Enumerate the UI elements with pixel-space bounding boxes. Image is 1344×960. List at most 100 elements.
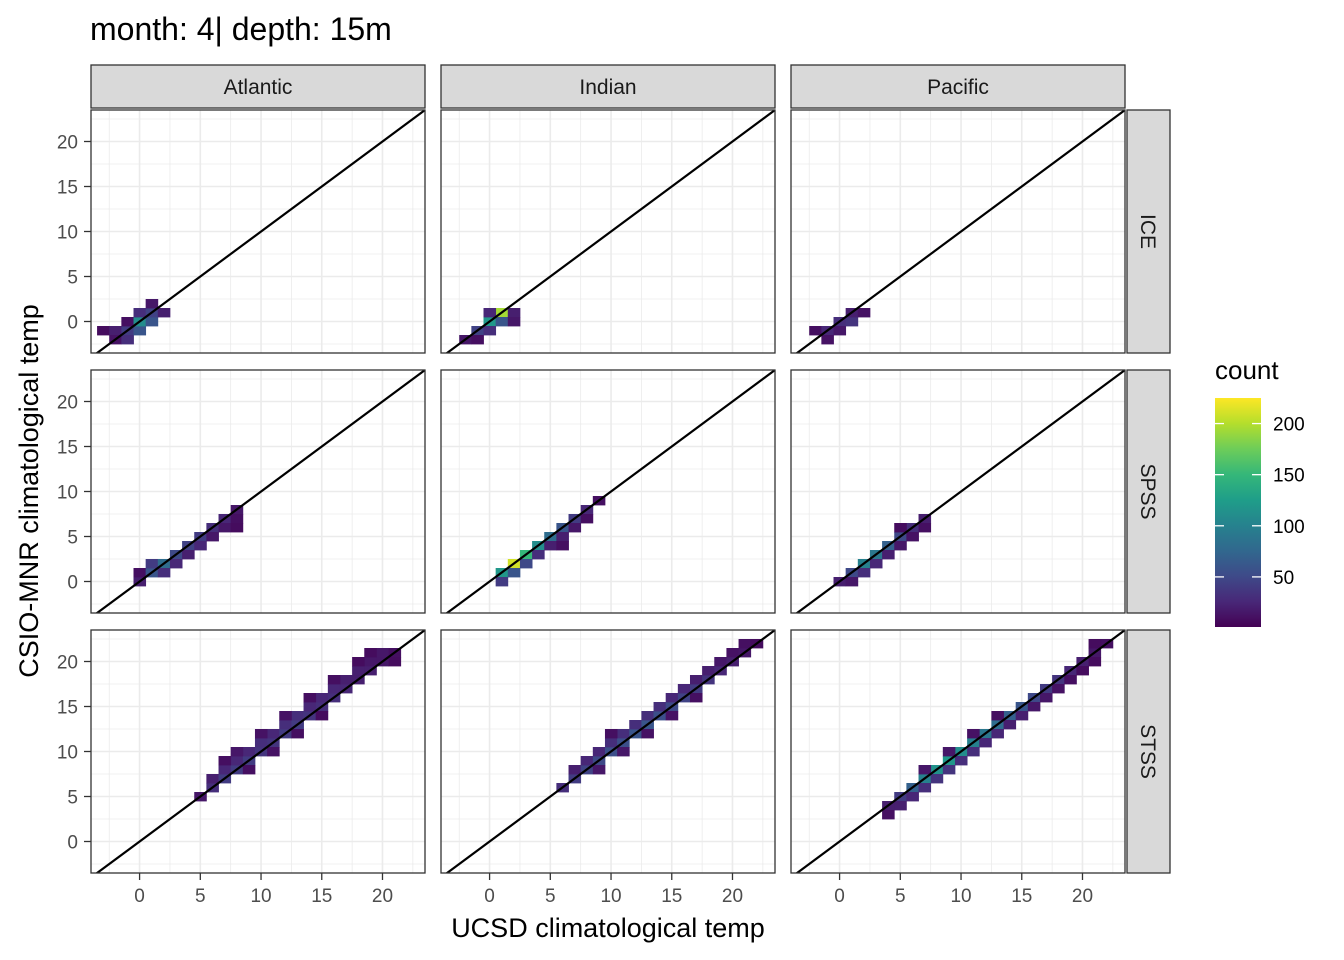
heatmap-cell	[254, 729, 268, 739]
panel-pacific-stss	[790, 629, 1126, 874]
heatmap-cell	[821, 335, 834, 345]
x-tick-label: 5	[895, 886, 906, 907]
heatmap-cell	[1027, 702, 1041, 712]
heatmap-cell	[918, 783, 932, 793]
heatmap-cell	[121, 317, 134, 327]
heatmap-cell	[677, 684, 691, 694]
heatmap-cell	[507, 317, 521, 327]
strip-label-atlantic: Atlantic	[224, 76, 293, 99]
heatmap-cell	[145, 559, 159, 569]
heatmap-cell	[882, 810, 895, 820]
heatmap-cell	[979, 738, 992, 748]
heatmap-cell	[1052, 684, 1065, 694]
heatmap-cell	[617, 747, 630, 757]
heatmap-cell	[906, 792, 919, 802]
heatmap-cell	[267, 729, 280, 739]
heatmap-cell	[495, 577, 509, 587]
heatmap-cell	[218, 523, 232, 533]
heatmap-cell	[327, 684, 341, 694]
heatmap-cell	[145, 299, 159, 309]
heatmap-cell	[327, 675, 341, 685]
heatmap-cell	[689, 675, 703, 685]
heatmap-cell	[604, 729, 618, 739]
heatmap-cell	[869, 559, 883, 569]
strip-ice: ICE	[1126, 109, 1171, 354]
x-tick-label: 10	[250, 886, 271, 907]
x-tick-label: 10	[950, 886, 971, 907]
strip-background	[1126, 629, 1171, 874]
heatmap-cell	[665, 693, 679, 703]
strip-label-spss: SPSS	[1136, 463, 1159, 519]
heatmap-cell	[629, 720, 642, 730]
heatmap-cell	[279, 720, 292, 730]
heatmap-cell	[954, 756, 968, 766]
identity-line	[445, 110, 775, 353]
heatmap-cell	[641, 729, 654, 739]
x-axis-title: UCSD climatological temp	[451, 913, 765, 943]
panel-border	[790, 629, 1126, 874]
heatmap-cell	[507, 308, 521, 318]
heatmap-cell	[352, 666, 365, 676]
identity-line	[795, 370, 1125, 613]
heatmap-cell	[556, 532, 569, 542]
heatmap-cell	[809, 326, 822, 336]
heatmap-cell	[702, 666, 715, 676]
strip-pacific: Pacific	[790, 64, 1126, 109]
heatmap-cell	[991, 711, 1004, 721]
heatmap-cell	[894, 541, 907, 551]
strip-label-indian: Indian	[579, 76, 636, 99]
heatmap-cell	[738, 639, 752, 649]
heatmap-cell	[303, 702, 317, 712]
heatmap-cell	[592, 765, 606, 775]
heatmap-cell	[906, 532, 919, 542]
y-tick-label: 20	[57, 133, 78, 154]
x-tick-label: 5	[545, 886, 556, 907]
heatmap-cell	[254, 738, 268, 748]
heatmap-cell	[471, 335, 484, 345]
strip-background	[440, 64, 776, 109]
heatmap-cell	[133, 568, 147, 578]
heatmap-cell	[376, 648, 389, 658]
heatmap-cell	[580, 514, 594, 524]
heatmap-cell	[303, 693, 317, 703]
strip-indian: Indian	[440, 64, 776, 109]
heatmap-cell	[1088, 639, 1102, 649]
identity-line	[445, 370, 775, 613]
legend-break-label: 100	[1273, 517, 1305, 538]
heatmap-cell	[483, 308, 497, 318]
panel-indian-stss	[440, 629, 776, 874]
heatmap-cell	[1064, 675, 1077, 685]
panel-indian-spss	[440, 369, 776, 614]
panel-atlantic-stss	[90, 629, 426, 874]
heatmap-cell	[291, 711, 304, 721]
heatmap-cell	[833, 326, 847, 336]
heatmap-cell	[242, 747, 256, 757]
heatmap-cell	[653, 702, 667, 712]
heatmap-cell	[218, 756, 232, 766]
strip-background	[1126, 109, 1171, 354]
y-tick-label: 15	[57, 438, 78, 459]
heatmap-cell	[157, 308, 171, 318]
x-tick-label: 15	[311, 886, 332, 907]
heatmap-cell	[967, 729, 980, 739]
y-tick-label: 5	[67, 788, 78, 809]
heatmap-cell	[121, 335, 134, 345]
heatmap-cell	[894, 523, 907, 533]
heatmap-cell	[556, 541, 569, 551]
heatmap-cell	[242, 765, 256, 775]
heatmap-cell	[532, 550, 545, 560]
heatmap-cell	[568, 523, 582, 533]
legend-break-label: 50	[1273, 568, 1294, 589]
heatmap-cell	[194, 541, 207, 551]
strip-label-stss: STSS	[1136, 724, 1159, 779]
heatmap-cell	[942, 747, 956, 757]
heatmap-cell	[918, 765, 932, 775]
identity-line	[795, 630, 1125, 873]
heatmap-cell	[218, 765, 232, 775]
heatmap-cell	[133, 308, 147, 318]
x-tick-label: 20	[722, 886, 743, 907]
heatmap-cell	[97, 326, 110, 336]
legend: count 50 100 150 200	[1215, 355, 1305, 627]
y-axis-title: CSIO-MNR climatological temp	[14, 304, 44, 678]
heatmap-cell	[230, 747, 244, 757]
